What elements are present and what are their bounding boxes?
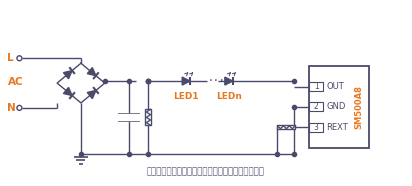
- Bar: [309, 82, 323, 91]
- Bar: [277, 125, 295, 129]
- Text: GND: GND: [326, 102, 346, 111]
- Text: ···: ···: [208, 76, 226, 86]
- Text: LED1: LED1: [173, 92, 199, 101]
- Text: L: L: [7, 53, 14, 63]
- Text: SM500A8: SM500A8: [354, 85, 363, 129]
- Polygon shape: [63, 71, 72, 79]
- Bar: [309, 123, 323, 132]
- Text: 1: 1: [314, 82, 318, 91]
- Text: 2: 2: [314, 102, 318, 111]
- Text: N: N: [7, 103, 16, 113]
- Text: 3: 3: [314, 123, 318, 132]
- Text: AC: AC: [7, 77, 23, 87]
- Text: 备注：上图电源可以是交流电源，也可为直流电源。: 备注：上图电源可以是交流电源，也可为直流电源。: [147, 167, 265, 176]
- Bar: [309, 102, 323, 111]
- Text: OUT: OUT: [326, 82, 344, 91]
- Text: REXT: REXT: [326, 123, 348, 132]
- Polygon shape: [225, 77, 233, 85]
- Polygon shape: [87, 68, 96, 76]
- Polygon shape: [182, 77, 190, 85]
- Polygon shape: [63, 87, 72, 96]
- Bar: [145, 109, 152, 125]
- Bar: [309, 66, 369, 147]
- Text: LEDn: LEDn: [216, 92, 242, 101]
- Polygon shape: [87, 90, 96, 99]
